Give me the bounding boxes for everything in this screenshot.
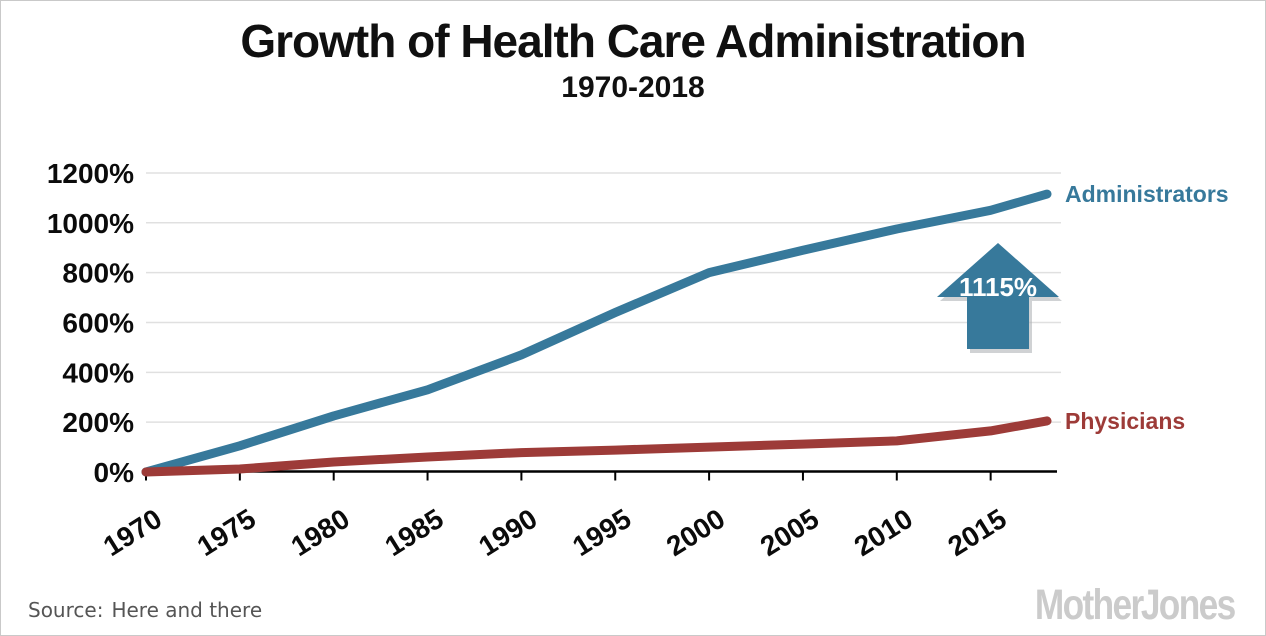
source-text: Here and there	[111, 598, 263, 622]
x-tick-label: 1995	[567, 503, 636, 562]
x-tick-label: 1975	[192, 503, 261, 562]
y-tick-label: 1200%	[47, 158, 134, 189]
growth-arrow	[937, 243, 1059, 349]
chart-title: Growth of Health Care Administration	[240, 15, 1026, 67]
x-tick-label: 2010	[849, 503, 918, 562]
series-label-physicians: Physicians	[1065, 408, 1185, 434]
x-tick-label: 2000	[661, 503, 730, 562]
growth-arrow-label: 1115%	[959, 272, 1037, 302]
x-tick-label: 1970	[98, 503, 167, 562]
x-tick-label: 2005	[755, 503, 824, 562]
x-tick-label: 1980	[286, 503, 355, 562]
source-label: Source:	[28, 598, 104, 622]
motherjones-logo: Mother Jones	[1035, 581, 1236, 629]
x-tick-label: 1985	[379, 503, 448, 562]
y-tick-label: 200%	[62, 407, 134, 438]
x-tick-label: 2015	[943, 503, 1012, 562]
chart-subtitle: 1970-2018	[561, 71, 705, 104]
source-note: Source: Here and there	[28, 598, 262, 622]
y-tick-label: 600%	[62, 307, 134, 338]
physicians-line	[141, 416, 1052, 477]
administrators-line	[141, 189, 1052, 477]
y-tick-label: 800%	[62, 258, 134, 289]
y-tick-label: 400%	[62, 357, 134, 388]
y-tick-label: 1000%	[47, 208, 134, 239]
y-tick-label: 0%	[94, 457, 135, 488]
x-tick-label: 1990	[473, 503, 542, 562]
series-label-administrators: Administrators	[1065, 181, 1229, 207]
